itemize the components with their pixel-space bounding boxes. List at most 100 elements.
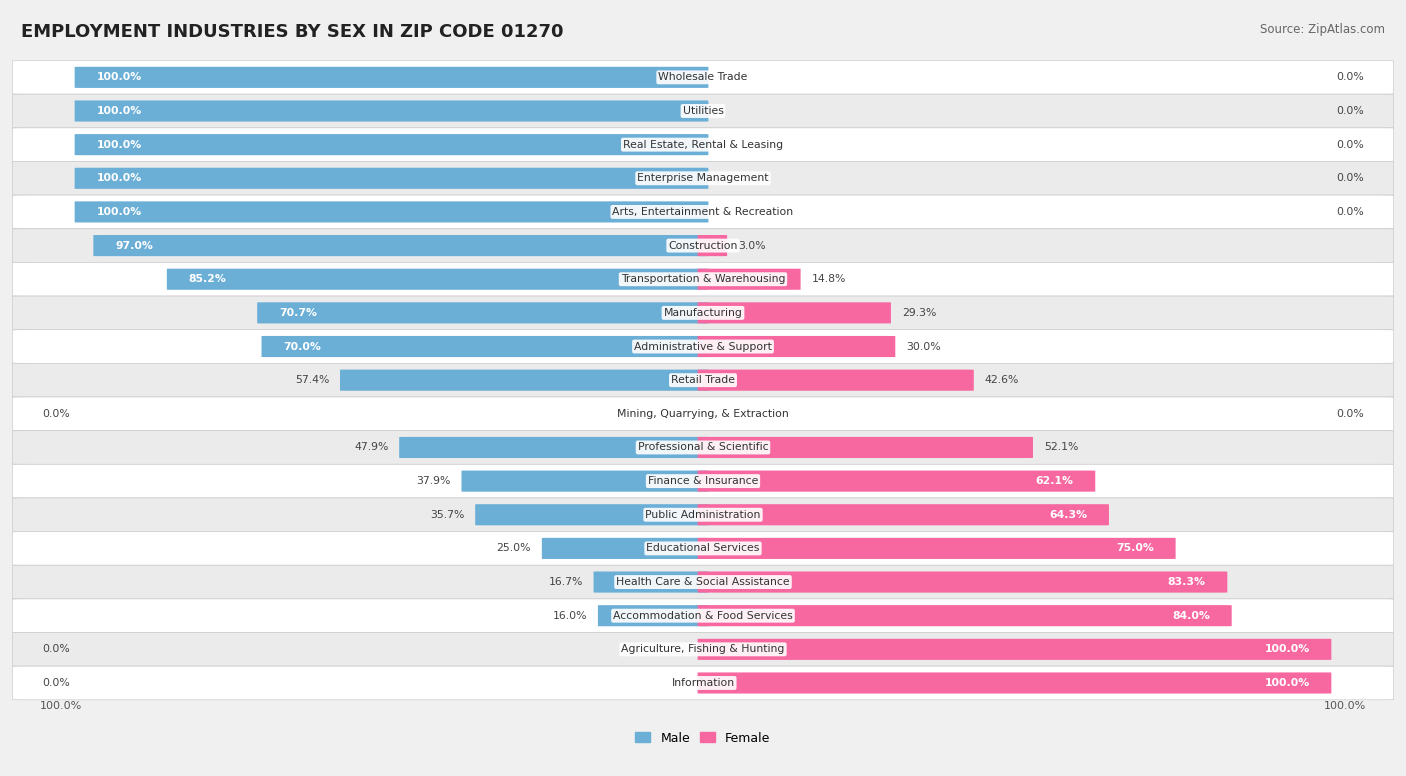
Text: 100.0%: 100.0% (97, 106, 142, 116)
FancyBboxPatch shape (75, 202, 709, 223)
FancyBboxPatch shape (461, 470, 709, 492)
Text: 100.0%: 100.0% (1324, 701, 1367, 711)
Text: 29.3%: 29.3% (901, 308, 936, 318)
FancyBboxPatch shape (697, 437, 1033, 458)
FancyBboxPatch shape (13, 363, 1393, 397)
Text: EMPLOYMENT INDUSTRIES BY SEX IN ZIP CODE 01270: EMPLOYMENT INDUSTRIES BY SEX IN ZIP CODE… (21, 23, 564, 41)
FancyBboxPatch shape (13, 330, 1393, 363)
FancyBboxPatch shape (13, 431, 1393, 464)
Text: 84.0%: 84.0% (1173, 611, 1211, 621)
Text: 100.0%: 100.0% (1264, 644, 1309, 654)
Text: 42.6%: 42.6% (984, 375, 1019, 385)
FancyBboxPatch shape (13, 599, 1393, 632)
FancyBboxPatch shape (13, 498, 1393, 532)
Text: Real Estate, Rental & Leasing: Real Estate, Rental & Leasing (623, 140, 783, 150)
FancyBboxPatch shape (13, 61, 1393, 94)
FancyBboxPatch shape (697, 336, 896, 357)
Text: Enterprise Management: Enterprise Management (637, 173, 769, 183)
Text: 35.7%: 35.7% (430, 510, 464, 520)
FancyBboxPatch shape (257, 303, 709, 324)
Text: Public Administration: Public Administration (645, 510, 761, 520)
FancyBboxPatch shape (75, 134, 709, 155)
Text: 14.8%: 14.8% (811, 274, 846, 284)
FancyBboxPatch shape (13, 94, 1393, 128)
Text: Agriculture, Fishing & Hunting: Agriculture, Fishing & Hunting (621, 644, 785, 654)
Text: Utilities: Utilities (682, 106, 724, 116)
Text: 0.0%: 0.0% (1336, 72, 1364, 82)
Text: 0.0%: 0.0% (42, 678, 70, 688)
FancyBboxPatch shape (13, 229, 1393, 262)
Text: 0.0%: 0.0% (1336, 106, 1364, 116)
Text: Transportation & Warehousing: Transportation & Warehousing (621, 274, 785, 284)
FancyBboxPatch shape (697, 470, 1095, 492)
FancyBboxPatch shape (167, 268, 709, 289)
Text: Source: ZipAtlas.com: Source: ZipAtlas.com (1260, 23, 1385, 36)
FancyBboxPatch shape (75, 168, 709, 189)
FancyBboxPatch shape (13, 262, 1393, 296)
Legend: Male, Female: Male, Female (630, 726, 776, 750)
Text: 70.7%: 70.7% (278, 308, 316, 318)
FancyBboxPatch shape (399, 437, 709, 458)
Text: Professional & Scientific: Professional & Scientific (638, 442, 768, 452)
Text: Administrative & Support: Administrative & Support (634, 341, 772, 352)
FancyBboxPatch shape (75, 67, 709, 88)
FancyBboxPatch shape (13, 464, 1393, 498)
Text: 52.1%: 52.1% (1043, 442, 1078, 452)
Text: Mining, Quarrying, & Extraction: Mining, Quarrying, & Extraction (617, 409, 789, 419)
Text: 85.2%: 85.2% (188, 274, 226, 284)
FancyBboxPatch shape (13, 666, 1393, 700)
Text: 70.0%: 70.0% (283, 341, 321, 352)
FancyBboxPatch shape (697, 538, 1175, 559)
Text: 75.0%: 75.0% (1116, 543, 1154, 553)
FancyBboxPatch shape (13, 296, 1393, 330)
Text: 25.0%: 25.0% (496, 543, 531, 553)
FancyBboxPatch shape (697, 235, 727, 256)
Text: 0.0%: 0.0% (42, 644, 70, 654)
Text: 0.0%: 0.0% (1336, 140, 1364, 150)
Text: Information: Information (672, 678, 734, 688)
FancyBboxPatch shape (13, 632, 1393, 666)
Text: 57.4%: 57.4% (295, 375, 329, 385)
FancyBboxPatch shape (593, 571, 709, 593)
Text: 100.0%: 100.0% (97, 72, 142, 82)
Text: Manufacturing: Manufacturing (664, 308, 742, 318)
FancyBboxPatch shape (541, 538, 709, 559)
FancyBboxPatch shape (697, 504, 1109, 525)
Text: Wholesale Trade: Wholesale Trade (658, 72, 748, 82)
FancyBboxPatch shape (13, 161, 1393, 195)
Text: 37.9%: 37.9% (416, 476, 451, 486)
FancyBboxPatch shape (697, 268, 800, 289)
Text: Accommodation & Food Services: Accommodation & Food Services (613, 611, 793, 621)
FancyBboxPatch shape (475, 504, 709, 525)
Text: Construction: Construction (668, 241, 738, 251)
Text: Arts, Entertainment & Recreation: Arts, Entertainment & Recreation (613, 207, 793, 217)
FancyBboxPatch shape (697, 369, 974, 391)
FancyBboxPatch shape (697, 673, 1331, 694)
FancyBboxPatch shape (598, 605, 709, 626)
Text: 83.3%: 83.3% (1167, 577, 1206, 587)
FancyBboxPatch shape (697, 605, 1232, 626)
Text: Retail Trade: Retail Trade (671, 375, 735, 385)
Text: 0.0%: 0.0% (1336, 173, 1364, 183)
Text: 0.0%: 0.0% (1336, 409, 1364, 419)
FancyBboxPatch shape (697, 303, 891, 324)
Text: 100.0%: 100.0% (1264, 678, 1309, 688)
FancyBboxPatch shape (13, 128, 1393, 161)
Text: 97.0%: 97.0% (115, 241, 153, 251)
Text: 100.0%: 100.0% (97, 173, 142, 183)
Text: 16.7%: 16.7% (548, 577, 582, 587)
Text: 100.0%: 100.0% (39, 701, 82, 711)
FancyBboxPatch shape (13, 397, 1393, 431)
Text: 3.0%: 3.0% (738, 241, 765, 251)
FancyBboxPatch shape (13, 565, 1393, 599)
FancyBboxPatch shape (262, 336, 709, 357)
FancyBboxPatch shape (93, 235, 709, 256)
Text: 16.0%: 16.0% (553, 611, 588, 621)
FancyBboxPatch shape (340, 369, 709, 391)
Text: 0.0%: 0.0% (42, 409, 70, 419)
Text: 64.3%: 64.3% (1049, 510, 1087, 520)
FancyBboxPatch shape (13, 195, 1393, 229)
Text: 0.0%: 0.0% (1336, 207, 1364, 217)
Text: 100.0%: 100.0% (97, 207, 142, 217)
FancyBboxPatch shape (697, 639, 1331, 660)
